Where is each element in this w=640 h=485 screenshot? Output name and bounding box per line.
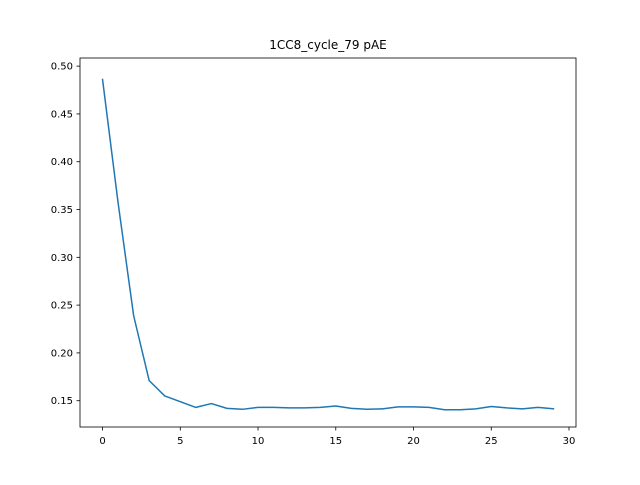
y-tick-label: 0.35 — [51, 205, 73, 216]
chart-title: 1CC8_cycle_79 pAE — [269, 38, 387, 52]
y-tick-label: 0.50 — [51, 62, 73, 73]
y-tick-label: 0.45 — [51, 109, 73, 120]
x-tick-label: 15 — [329, 436, 342, 447]
x-tick-label: 10 — [252, 436, 265, 447]
y-tick-label: 0.30 — [51, 253, 73, 264]
axes-frame — [79, 57, 577, 428]
x-tick-label: 20 — [407, 436, 420, 447]
y-tick-label: 0.25 — [51, 301, 73, 312]
x-tick-label: 25 — [485, 436, 498, 447]
x-tick-label: 5 — [177, 436, 183, 447]
plot-area: 0 5 10 15 20 25 30 0.15 0.20 0.25 0.30 0.35 0.40 0.45… — [51, 57, 577, 447]
y-tick-label: 0.20 — [51, 348, 73, 359]
x-tick-label: 0 — [99, 436, 105, 447]
y-tick-label: 0.15 — [51, 396, 73, 407]
x-tick-label: 30 — [563, 436, 576, 447]
y-tick-label: 0.40 — [51, 157, 73, 168]
series-line-0 — [101, 78, 555, 411]
